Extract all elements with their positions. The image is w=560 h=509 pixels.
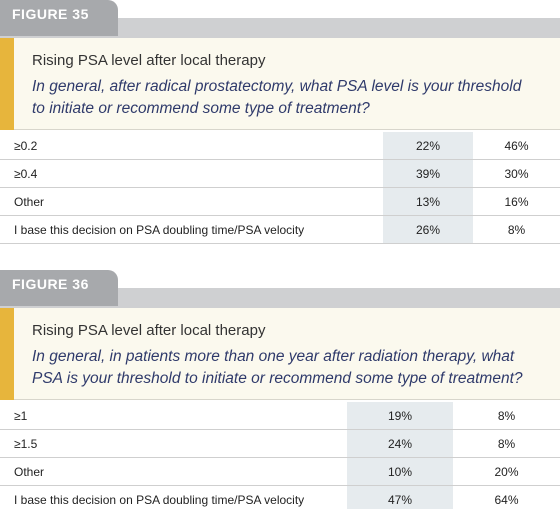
row-label: ≥0.2 [0,132,383,160]
row-label: I base this decision on PSA doubling tim… [0,486,347,509]
cell-value: 16% [473,188,560,216]
row-label: ≥0.4 [0,160,383,188]
row-label: ≥1.5 [0,430,347,458]
cell-value: 19% [347,402,453,430]
figure-title: Rising PSA level after local therapy [32,322,266,339]
cell-value: 46% [473,132,560,160]
cell-value: 8% [473,216,560,244]
cell-value: 8% [453,402,560,430]
question-line: In general, in patients more than one ye… [32,348,515,365]
accent-bar [0,308,14,400]
question-line: to initiate or recommend some type of tr… [32,100,370,117]
header [0,308,560,400]
accent-bar [0,38,14,130]
figure-title: Rising PSA level after local therapy [32,52,266,69]
band [0,288,560,308]
cell-value: 10% [347,458,453,486]
cell-value: 24% [347,430,453,458]
row-label: Other [0,188,383,216]
cell-value: 13% [383,188,473,216]
header [0,38,560,130]
cell-value: 39% [383,160,473,188]
cell-value: 8% [453,430,560,458]
cell-value: 22% [383,132,473,160]
question-line: In general, after radical prostatectomy,… [32,78,522,95]
cell-value: 20% [453,458,560,486]
question-line: PSA is your threshold to initiate or rec… [32,370,523,387]
cell-value: 26% [383,216,473,244]
cell-value: 64% [453,486,560,509]
row-label: Other [0,458,347,486]
figure-label: FIGURE 35 [0,0,118,36]
row-label: ≥1 [0,402,347,430]
cell-value: 47% [347,486,453,509]
row-label: I base this decision on PSA doubling tim… [0,216,383,244]
band [0,18,560,38]
cell-value: 30% [473,160,560,188]
figure-label: FIGURE 36 [0,270,118,306]
